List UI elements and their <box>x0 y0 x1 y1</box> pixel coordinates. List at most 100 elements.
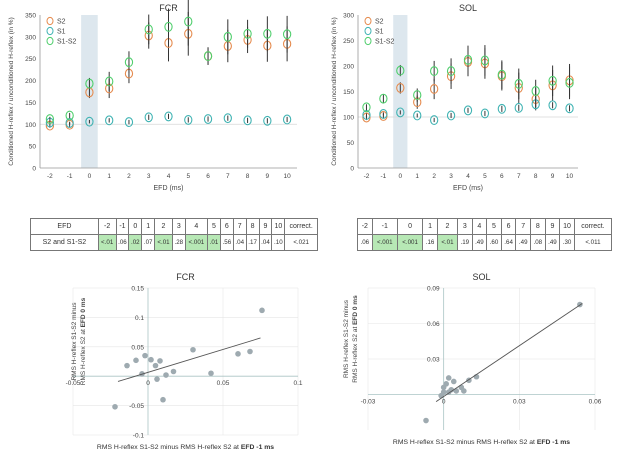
fcr-point-s1 <box>203 114 213 124</box>
fcr-corr-ytick-label: -0.1 <box>133 433 145 440</box>
fcr-xtick-label: 2 <box>127 173 131 180</box>
sol-point-s1-s2 <box>480 55 490 66</box>
sol-xtick-label: -2 <box>364 173 370 180</box>
fcr-point-s1 <box>184 114 193 125</box>
fcr-xtick-label: 0 <box>88 173 92 180</box>
table-cell: .19 <box>456 234 473 251</box>
sol-point-s1 <box>413 110 422 121</box>
sol-point-s1-s2 <box>548 75 557 86</box>
sol-point-s2 <box>396 82 405 93</box>
fcr-pvalue-table: EFD -2 -1 0 1 2 3 4 5 6 7 8 9 10 correct. S2 and S1-S2… <box>30 218 318 251</box>
sol-corr-scatter-point <box>453 388 460 394</box>
table-header-cell: 1 <box>422 218 438 235</box>
sol-point-s1 <box>362 110 371 120</box>
sol-point-s1-s2 <box>565 77 574 88</box>
fcr-xtick-label: 6 <box>206 173 210 180</box>
table-header-cell: 1 <box>141 218 156 235</box>
sol-point-s1-s2 <box>514 78 523 89</box>
table-header-cell: -2 <box>97 218 117 235</box>
table-header-cell: correct. <box>573 218 613 235</box>
sol-ytick-label: 250 <box>343 38 354 45</box>
fcr-corr-scatter-point <box>157 358 163 364</box>
fcr-corr-scatter-point <box>163 372 169 378</box>
table-cell: <.001 <box>396 234 424 251</box>
table-header-cell: -1 <box>371 218 398 235</box>
table-cell: <.01 <box>436 234 458 251</box>
table-header-cell: 0 <box>396 218 424 235</box>
fcr-point-s1-s2 <box>184 16 193 27</box>
fcr-point-s1 <box>263 115 272 126</box>
sol-corr-ytick-label: 0.09 <box>427 286 440 293</box>
sol-point-s1 <box>514 102 523 113</box>
fcr-point-s1 <box>223 113 232 124</box>
table-cell: <.011 <box>573 234 613 251</box>
table-cell: .08 <box>530 234 546 251</box>
sol-xtick-label: 3 <box>449 173 453 180</box>
table-cell: .02 <box>128 234 143 251</box>
sol-point-s1 <box>548 100 557 111</box>
sol-point-s1 <box>497 103 506 114</box>
table-cell: .16 <box>422 234 438 251</box>
fcr-ytick-label: 300 <box>25 34 36 41</box>
fcr-ytick-label: 0 <box>32 166 36 173</box>
fcr-point-s1-s2 <box>65 110 74 121</box>
fcr-corr-xtick-label: -0.05 <box>66 380 81 387</box>
table-header-cell: 7 <box>232 218 247 235</box>
fcr-legend-label: S2 <box>57 19 66 26</box>
fcr-corr-scatter-point <box>208 370 214 377</box>
fcr-corr-scatter-point <box>112 403 118 410</box>
fcr-ytick-label: 350 <box>25 13 36 20</box>
fcr-xtick-label: 5 <box>186 173 190 180</box>
fcr-corr-y-axis-label-line2: RMS H-reflex S2 at EFD 0 ms <box>80 297 87 385</box>
table-cell: <.01 <box>154 234 173 251</box>
table-header-cell: 10 <box>559 218 575 235</box>
sol-corr-ytick-label: 0.03 <box>427 357 440 364</box>
sol-ytick-label: 0 <box>350 166 354 173</box>
table-cell: .17 <box>245 234 260 251</box>
fcr-point-s1-s2 <box>105 76 114 87</box>
fcr-ytick-label: 250 <box>25 56 36 63</box>
fcr-xtick-label: 7 <box>226 173 230 180</box>
sol-xtick-label: 7 <box>517 173 521 180</box>
sol-xtick-label: 10 <box>566 173 574 180</box>
sol-x-axis-label: EFD (ms) <box>453 185 483 192</box>
sol-point-s2 <box>430 83 439 94</box>
table-header-cell: 2 <box>154 218 173 235</box>
sol-legend-marker <box>364 16 372 26</box>
table-header-cell: 3 <box>456 218 473 235</box>
sol-xtick-label: 1 <box>415 173 419 180</box>
fcr-legend-marker <box>46 36 54 46</box>
sol-xtick-label: 4 <box>466 173 470 180</box>
fcr-point-s1-s2 <box>282 29 292 40</box>
sol-corr-scatter-point <box>445 375 452 381</box>
fcr-point-s1 <box>65 118 74 128</box>
sol-point-s1 <box>480 108 490 119</box>
fcr-legend-label: S1-S2 <box>57 39 77 46</box>
sol-legend-marker <box>364 26 372 36</box>
sol-y-axis-label: Conditioned H-reflex / unconditioned H-r… <box>331 17 338 166</box>
fcr-corr-x-axis-label: RMS H-reflex S1-S2 minus RMS H-reflex S2… <box>97 444 274 451</box>
table-cell: <.001 <box>184 234 209 251</box>
table-cell: .49 <box>471 234 488 251</box>
sol-corr-scatter-point <box>443 381 449 387</box>
table-cell: .07 <box>141 234 156 251</box>
table-header-cell: 2 <box>436 218 458 235</box>
fcr-legend-label: S1 <box>57 29 66 36</box>
sol-legend-label: S1-S2 <box>375 39 395 46</box>
sol-point-s1 <box>379 108 388 119</box>
fcr-y-axis-label: Conditioned H-reflex / unconditioned H-r… <box>8 17 15 166</box>
table-header-cell: 6 <box>219 218 234 235</box>
fcr-point-s1-s2 <box>85 78 94 89</box>
sol-pvalue-table: -2 -1 0 1 2 3 4 5 6 7 8 9 10 correct. .06 <.001 <.001.1… <box>357 218 613 251</box>
fcr-point-s1 <box>124 117 134 128</box>
fcr-point-s1-s2 <box>45 114 55 124</box>
table-header-cell: 9 <box>544 218 561 235</box>
sol-xtick-label: 5 <box>483 173 487 180</box>
fcr-x-axis-label: EFD (ms) <box>154 185 184 192</box>
fcr-point-s1-s2 <box>124 57 134 68</box>
sol-legend-label: S2 <box>375 19 384 26</box>
sol-corr-scatter-point <box>423 417 429 424</box>
fcr-point-s1-s2 <box>164 21 173 32</box>
fcr-xtick-label: 10 <box>283 173 291 180</box>
